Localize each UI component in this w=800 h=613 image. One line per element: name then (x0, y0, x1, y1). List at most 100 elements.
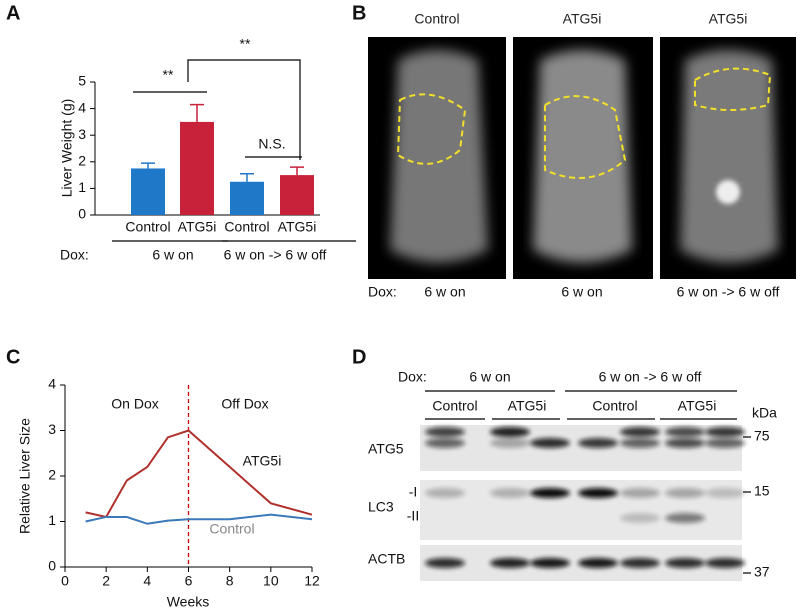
panel-letter: B (352, 2, 366, 24)
y-tick-label: 3 (78, 126, 86, 142)
x-tick-label: 8 (226, 573, 234, 589)
blot-band (578, 488, 618, 498)
blot-band (530, 558, 570, 568)
mri-title: Control (414, 11, 459, 27)
dox-value: 6 w on (424, 284, 465, 300)
marker-label: 15 (754, 483, 770, 499)
series-line (85, 429, 313, 519)
blot-band (530, 488, 570, 498)
x-axis-label: Weeks (167, 594, 210, 610)
series-label: ATG5i (243, 453, 282, 469)
lane-label: Control (432, 398, 477, 414)
lc3-form: -II (407, 508, 419, 524)
mri-image (513, 37, 653, 279)
blot-band (620, 427, 660, 437)
blot-band (705, 438, 745, 448)
bar (230, 181, 264, 215)
blot-band (490, 488, 530, 498)
lane-label: ATG5i (508, 398, 547, 414)
blot-band (425, 438, 465, 448)
blot-band (665, 427, 705, 437)
blot-image (420, 425, 745, 581)
panel-letter: A (6, 2, 20, 24)
blot-band (490, 438, 530, 448)
panel-letter: C (6, 346, 20, 368)
sig-annotation: ** (240, 36, 251, 52)
group-label: 6 w on -> 6 w off (224, 247, 327, 263)
y-tick-label: 1 (78, 179, 86, 195)
mri-title: ATG5i (563, 11, 602, 27)
y-tick-label: 3 (48, 421, 56, 437)
error-bar (190, 103, 204, 122)
dox-value: 6 w on -> 6 w off (677, 284, 780, 300)
error-bar (240, 173, 254, 182)
x-tick-label: ATG5i (178, 219, 217, 235)
x-tick-label: 12 (304, 573, 320, 589)
sig-annotation: ** (163, 67, 174, 83)
dox-label: Dox: (368, 284, 397, 300)
y-tick-label: 0 (48, 558, 56, 574)
bar (180, 121, 214, 215)
blot-band (620, 438, 660, 448)
lane-label: ATG5i (678, 398, 717, 414)
blot-band (705, 488, 745, 498)
dox-group: 6 w on -> 6 w off (599, 369, 702, 385)
x-tick-label: 10 (263, 573, 279, 589)
x-tick-label: Control (224, 219, 269, 235)
y-tick-label: 4 (48, 376, 56, 392)
blot-band (425, 427, 465, 437)
blot-band (578, 558, 618, 568)
y-tick-label: 5 (78, 73, 86, 89)
blot-band (620, 558, 660, 568)
blot-band (665, 513, 705, 523)
marker-label: 75 (754, 428, 770, 444)
blot-band (620, 513, 660, 523)
x-tick-label: 4 (143, 573, 151, 589)
blot-band (425, 488, 465, 498)
x-tick-label: 6 (185, 573, 193, 589)
blot-band (620, 488, 660, 498)
lc3-form: -I (409, 484, 418, 500)
x-tick-label: Control (125, 219, 170, 235)
bar (131, 168, 165, 215)
blot-band (578, 438, 618, 448)
blot-band (530, 438, 570, 448)
error-bar (290, 166, 304, 176)
blot-band (665, 438, 705, 448)
x-tick-label: 0 (61, 573, 69, 589)
dox-label: Dox: (60, 247, 89, 263)
y-axis-label: Relative Liver Size (17, 418, 33, 534)
mri-image (368, 37, 506, 279)
bar (280, 175, 314, 215)
blot-band (705, 558, 745, 568)
blot-band (705, 427, 745, 437)
mri-image (660, 37, 796, 279)
blot-band (665, 558, 705, 568)
blot-band (490, 427, 530, 437)
row-label: ATG5 (368, 441, 404, 457)
sig-annotation: N.S. (258, 136, 285, 152)
marker-label: 37 (754, 564, 770, 580)
dox-value: 6 w on (561, 284, 602, 300)
x-tick-label: ATG5i (278, 219, 317, 235)
dox-label: Dox: (398, 369, 427, 385)
blot-band (425, 558, 465, 568)
x-tick-label: 2 (102, 573, 110, 589)
row-label: ACTB (368, 551, 405, 567)
panel-letter: D (352, 346, 366, 368)
dox-group: 6 w on (469, 369, 510, 385)
y-tick-label: 0 (78, 206, 86, 222)
group-label: 6 w on (152, 247, 193, 263)
blot-band (490, 558, 530, 568)
annotation: Off Dox (221, 396, 268, 412)
unit-label: kDa (752, 405, 777, 421)
lane-label: Control (592, 398, 637, 414)
y-tick-label: 2 (48, 467, 56, 483)
annotation: On Dox (111, 396, 158, 412)
sig-bracket (187, 59, 301, 160)
series-line (85, 513, 313, 525)
error-bar (141, 162, 155, 169)
y-tick-label: 4 (78, 99, 86, 115)
y-axis-label: Liver Weight (g) (59, 99, 75, 198)
y-tick-label: 1 (48, 512, 56, 528)
